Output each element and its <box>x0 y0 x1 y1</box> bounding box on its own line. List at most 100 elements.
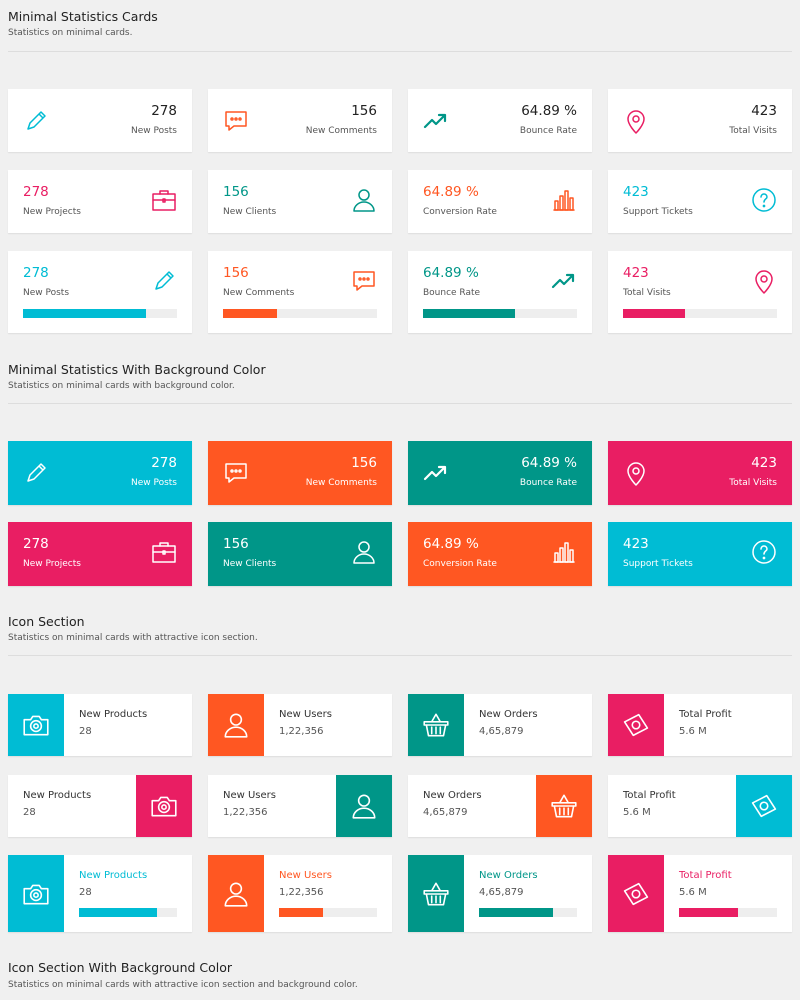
comment-icon <box>225 463 247 483</box>
stat-label: Conversion Rate <box>423 559 497 569</box>
icon-box <box>208 694 264 756</box>
section-title: Minimal Statistics With Background Color <box>8 362 266 377</box>
section-title: Icon Section With Background Color <box>8 960 233 975</box>
bar-chart-icon <box>553 542 575 563</box>
stat-card: 423 Support Tickets <box>608 522 792 586</box>
progress-fill <box>79 908 158 917</box>
stat-label: Total Visits <box>729 126 777 136</box>
trending-up-icon <box>423 465 447 481</box>
icon-box <box>136 775 192 837</box>
progress-bar <box>479 908 577 917</box>
stat-card: 64.89 % Bounce Rate <box>408 441 592 505</box>
camera-icon <box>23 884 49 904</box>
stat-title: Total Profit <box>623 790 676 801</box>
progress-fill <box>623 309 685 318</box>
stat-value: 5.6 M <box>679 726 707 737</box>
user-icon <box>224 713 248 738</box>
stat-value: 156 <box>223 536 249 552</box>
stat-value: 156 <box>223 265 249 281</box>
icon-box <box>408 855 464 932</box>
icon-box <box>408 694 464 756</box>
money-icon <box>751 794 777 818</box>
map-pin-icon <box>627 462 645 486</box>
pencil-icon <box>155 271 174 290</box>
stat-value: 278 <box>23 265 49 281</box>
stat-label: Total Visits <box>623 288 671 298</box>
stat-value: 64.89 % <box>521 455 577 471</box>
stat-value: 28 <box>23 807 36 818</box>
stat-label: Support Tickets <box>623 559 693 569</box>
stat-value: 423 <box>623 184 649 200</box>
progress-bar <box>223 309 377 318</box>
stat-title: Total Profit <box>679 709 732 720</box>
user-icon <box>353 189 375 212</box>
trending-up-icon <box>423 113 447 129</box>
progress-fill <box>279 908 324 917</box>
stat-value: 278 <box>23 184 49 200</box>
user-icon <box>224 881 248 907</box>
stat-value: 4,65,879 <box>479 887 524 898</box>
stat-card: 423 Total Visits <box>608 89 792 152</box>
stat-value: 64.89 % <box>423 536 479 552</box>
stat-value: 278 <box>151 455 177 471</box>
basket-icon <box>423 881 449 906</box>
stat-value: 423 <box>751 103 777 119</box>
icon-stat-card: New Products 28 <box>8 855 192 932</box>
progress-bar <box>623 309 777 318</box>
section-subtitle: Statistics on minimal cards with backgro… <box>8 381 235 391</box>
stat-title: New Users <box>279 709 332 720</box>
pencil-icon <box>27 463 46 482</box>
icon-stat-card: New Products 28 <box>8 694 192 756</box>
briefcase-icon <box>152 542 176 563</box>
pencil-icon <box>27 111 46 130</box>
camera-icon <box>151 796 177 817</box>
stat-card: 423 Total Visits <box>608 441 792 505</box>
stat-value: 5.6 M <box>623 807 651 818</box>
money-icon <box>623 713 649 737</box>
stat-label: New Posts <box>130 126 177 136</box>
stat-card: 64.89 % Bounce Rate <box>408 251 592 333</box>
stat-card: 278 New Projects <box>8 522 192 586</box>
stat-label: Conversion Rate <box>423 207 497 217</box>
stat-label: New Comments <box>223 288 295 298</box>
icon-stat-card: New Users 1,22,356 <box>208 855 392 932</box>
stat-label: New Clients <box>223 559 277 569</box>
section-title: Icon Section <box>8 614 85 629</box>
stat-value: 28 <box>79 726 92 737</box>
trending-up-icon <box>551 273 575 289</box>
section-subtitle: Statistics on minimal cards. <box>8 28 133 38</box>
stat-card: 423 Total Visits <box>608 251 792 333</box>
stat-title: New Products <box>79 870 148 881</box>
stat-title: New Products <box>79 709 148 720</box>
icon-stat-card: New Users 1,22,356 <box>208 775 392 837</box>
progress-bar <box>23 309 177 318</box>
icon-box <box>8 855 64 932</box>
camera-icon <box>23 715 49 736</box>
stat-value: 156 <box>223 184 249 200</box>
stat-label: New Posts <box>130 478 177 488</box>
icon-stat-card: New Orders 4,65,879 <box>408 775 592 837</box>
section-title: Minimal Statistics Cards <box>8 9 158 24</box>
user-icon <box>352 794 376 819</box>
progress-fill <box>23 309 147 318</box>
icon-stat-card: New Orders 4,65,879 <box>408 694 592 756</box>
stat-label: Support Tickets <box>623 207 693 217</box>
comment-icon <box>353 271 375 291</box>
basket-icon <box>423 713 449 737</box>
stat-value: 423 <box>623 536 649 552</box>
stat-value: 156 <box>351 103 377 119</box>
stat-card: 156 New Clients <box>208 170 392 233</box>
section-subtitle: Statistics on minimal cards with attract… <box>8 980 358 990</box>
icon-box <box>736 775 792 837</box>
help-circle-icon <box>752 188 776 212</box>
stat-title: New Orders <box>479 709 538 720</box>
icon-box <box>536 775 592 837</box>
money-icon <box>623 882 649 905</box>
bar-chart-icon <box>553 190 575 211</box>
icon-stat-card: New Products 28 <box>8 775 192 837</box>
comment-icon <box>225 111 247 131</box>
stat-value: 64.89 % <box>423 265 479 281</box>
stat-card: 156 New Comments <box>208 441 392 505</box>
stat-label: New Projects <box>23 207 81 217</box>
progress-fill <box>679 908 738 917</box>
